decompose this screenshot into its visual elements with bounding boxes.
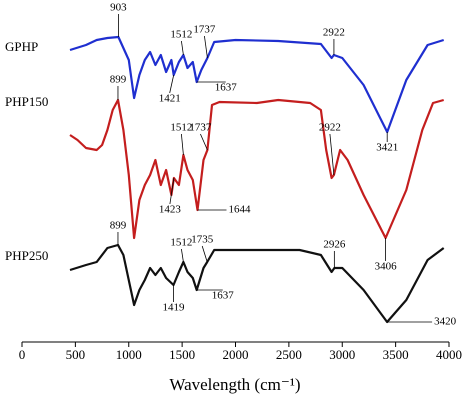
peak-label: 1512 xyxy=(170,29,192,41)
peak-label: 2922 xyxy=(323,27,345,39)
x-tick-label: 500 xyxy=(66,347,86,362)
x-tick-label: 1500 xyxy=(169,347,195,362)
peak-label: 2922 xyxy=(319,122,341,134)
peak-leader xyxy=(329,133,335,176)
peak-leader xyxy=(169,177,175,205)
peak-leader xyxy=(181,133,184,156)
peak-leader xyxy=(204,35,208,59)
x-tick-label: 4000 xyxy=(436,347,462,362)
peak-label: 1512 xyxy=(170,122,192,134)
x-tick-label: 2500 xyxy=(276,347,302,362)
peak-label: 3421 xyxy=(376,142,398,154)
peak-label: 1737 xyxy=(193,24,216,36)
spectrum-line xyxy=(69,98,444,240)
x-tick-label: 0 xyxy=(19,347,26,362)
peak-label: 1637 xyxy=(212,290,235,302)
peak-label: 1737 xyxy=(189,122,212,134)
peak-leader xyxy=(169,74,175,94)
x-tick-label: 3500 xyxy=(383,347,409,362)
spectrum-line xyxy=(69,35,445,134)
series-label: GPHP xyxy=(5,39,38,54)
peak-label: 1423 xyxy=(159,204,182,216)
peak-label: 1421 xyxy=(159,93,181,105)
peak-label: 2926 xyxy=(323,239,346,251)
x-axis-title: Wavelength (cm⁻¹) xyxy=(169,375,300,394)
peak-label: 1637 xyxy=(215,82,238,94)
peak-label: 1735 xyxy=(191,234,214,246)
peak-label: 3406 xyxy=(375,261,398,273)
peak-label: 1419 xyxy=(162,302,185,314)
peak-label: 1512 xyxy=(170,237,192,249)
series-label: PHP250 xyxy=(5,248,48,263)
spectrum-line xyxy=(69,243,445,324)
peak-label: 899 xyxy=(110,220,127,232)
peak-label: 1644 xyxy=(228,204,251,216)
x-tick-label: 1000 xyxy=(116,347,142,362)
peak-label: 903 xyxy=(110,2,127,14)
x-tick-label: 2000 xyxy=(223,347,249,362)
peak-label: 3420 xyxy=(434,316,457,328)
peak-leader xyxy=(181,248,184,263)
series-label: PHP150 xyxy=(5,94,48,109)
peak-leader xyxy=(181,40,184,56)
peak-label: 899 xyxy=(110,74,127,86)
x-tick-label: 3000 xyxy=(329,347,355,362)
peak-leader xyxy=(200,133,208,151)
peak-leader xyxy=(201,245,208,263)
